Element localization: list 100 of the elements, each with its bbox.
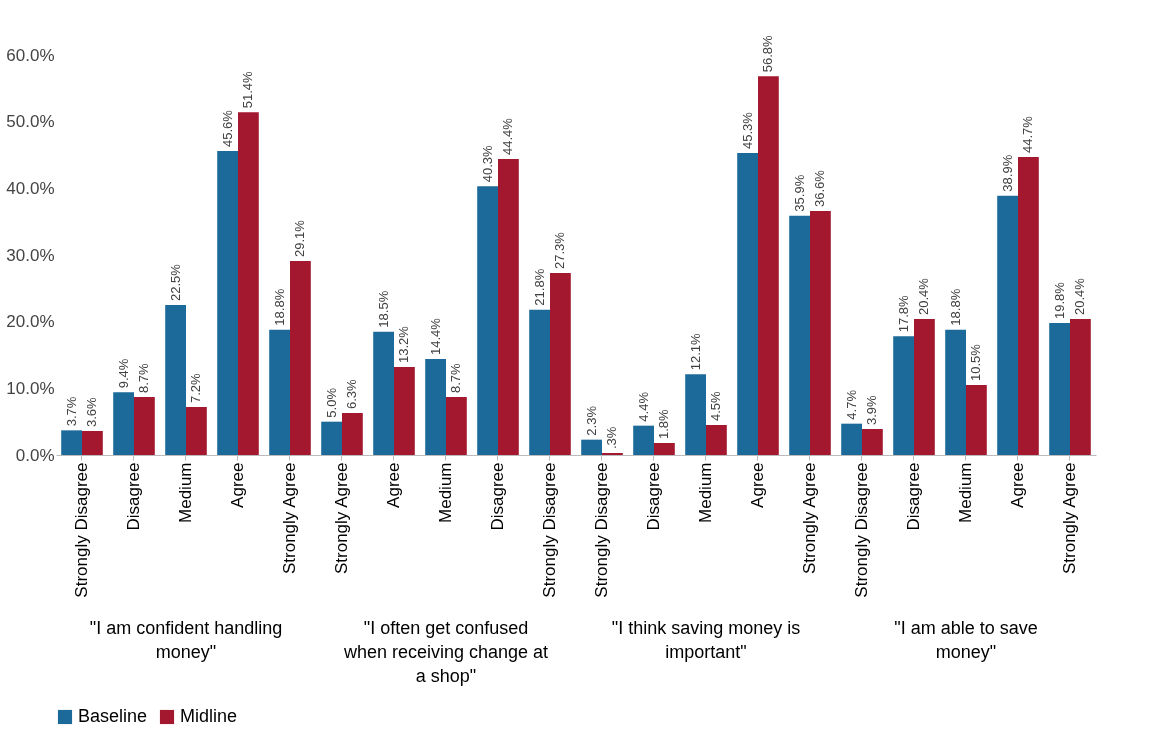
bar <box>186 407 207 455</box>
bar <box>862 429 883 455</box>
bar <box>914 319 935 455</box>
bar <box>966 385 987 455</box>
y-tick-label: 60.0% <box>6 45 55 65</box>
bar <box>342 413 363 455</box>
data-label: 38.9% <box>999 154 1015 192</box>
x-tick-label: Strongly Agree <box>800 462 819 575</box>
data-label: 19.8% <box>1051 281 1067 319</box>
y-tick-label: 30.0% <box>6 245 55 265</box>
data-label: 22.5% <box>167 263 183 301</box>
bar <box>269 329 290 455</box>
text: "I think saving money is important" <box>611 618 801 662</box>
bar <box>529 309 550 455</box>
data-label: 17.8% <box>895 295 911 333</box>
data-label: 18.8% <box>947 288 963 326</box>
x-tick-label: Medium <box>436 462 455 523</box>
x-tick-label: Disagree <box>488 462 507 531</box>
data-label: 13.2% <box>396 325 412 363</box>
data-label: 36.6% <box>812 169 828 207</box>
data-label: 45.3% <box>739 111 755 149</box>
x-tick-label: Medium <box>956 462 975 523</box>
data-label: 51.4% <box>240 71 256 109</box>
data-label: 35.9% <box>791 174 807 212</box>
x-tick-label: Agree <box>384 462 403 508</box>
x-tick-label: Strongly Agree <box>280 462 299 575</box>
x-tick-label: Medium <box>176 462 195 523</box>
x-tick-label: Medium <box>696 462 715 523</box>
data-label: 44.7% <box>1020 115 1036 153</box>
data-label: 3.7% <box>63 396 79 427</box>
bar <box>841 423 862 455</box>
data-label: 21.8% <box>531 268 547 306</box>
data-label: 29.1% <box>292 219 308 257</box>
data-label: 8.7% <box>448 362 464 393</box>
bar <box>217 151 238 455</box>
data-label: 12.1% <box>687 333 703 371</box>
bar <box>810 211 831 455</box>
x-tick-label: Strongly Agree <box>332 462 351 575</box>
text: "I am confident handling money" <box>89 618 283 662</box>
legend-label: Baseline <box>78 706 148 726</box>
y-tick-label: 10.0% <box>6 378 55 398</box>
bar <box>1049 323 1070 455</box>
data-label: 45.6% <box>219 109 235 147</box>
x-tick-label: Disagree <box>124 462 143 531</box>
x-tick-label: Agree <box>748 462 767 508</box>
data-label: .3% <box>604 426 620 449</box>
bar <box>997 195 1018 455</box>
bar <box>134 397 155 455</box>
bar <box>685 374 706 455</box>
text: "I am able to save money" <box>894 618 1038 662</box>
bar <box>82 431 103 455</box>
bar <box>758 76 779 455</box>
bar <box>789 215 810 455</box>
data-label: 44.4% <box>500 117 516 155</box>
data-label: 3.6% <box>84 396 100 427</box>
bar <box>581 439 602 455</box>
bar <box>498 159 519 455</box>
y-tick-label: 50.0% <box>6 112 55 132</box>
x-tick-label: Strongly Disagree <box>852 462 871 598</box>
bar <box>394 367 415 455</box>
x-tick-label: Disagree <box>644 462 663 531</box>
data-label: 27.3% <box>552 231 568 269</box>
bar <box>550 273 571 455</box>
bar <box>893 336 914 455</box>
data-label: 14.4% <box>427 317 443 355</box>
data-label: 18.8% <box>271 288 287 326</box>
data-label: 2.3% <box>583 405 599 436</box>
bar <box>706 425 727 455</box>
x-tick-label: Disagree <box>904 462 923 531</box>
x-tick-label: Strongly Disagree <box>72 462 91 598</box>
bar <box>446 397 467 455</box>
data-label: 8.7% <box>136 362 152 393</box>
bar <box>373 331 394 455</box>
data-label: 7.2% <box>188 372 204 403</box>
bar <box>165 305 186 455</box>
data-label: 20.4% <box>1072 277 1088 315</box>
bar <box>290 261 311 455</box>
y-tick-label: 40.0% <box>6 178 55 198</box>
bar <box>1070 319 1091 455</box>
x-tick-label: Strongly Disagree <box>540 462 559 598</box>
bar <box>425 359 446 455</box>
data-label: 9.4% <box>115 358 131 389</box>
text: "I often get confused when receiving change at a shop" <box>342 618 549 686</box>
bar <box>113 392 134 455</box>
bar <box>654 443 675 455</box>
data-label: 20.4% <box>916 277 932 315</box>
data-label: 1.8% <box>656 408 672 439</box>
x-tick-label: Agree <box>1008 462 1027 508</box>
bar <box>633 425 654 455</box>
data-label: 6.3% <box>344 378 360 409</box>
bar <box>1018 157 1039 455</box>
bar <box>321 421 342 455</box>
data-label: 4.7% <box>843 389 859 420</box>
bar <box>737 153 758 455</box>
x-tick-label: Agree <box>228 462 247 508</box>
data-label: 4.4% <box>635 391 651 422</box>
bar <box>477 186 498 455</box>
data-label: 56.8% <box>760 35 776 73</box>
data-label: 5.0% <box>323 387 339 418</box>
legend-label: Midline <box>180 706 238 726</box>
